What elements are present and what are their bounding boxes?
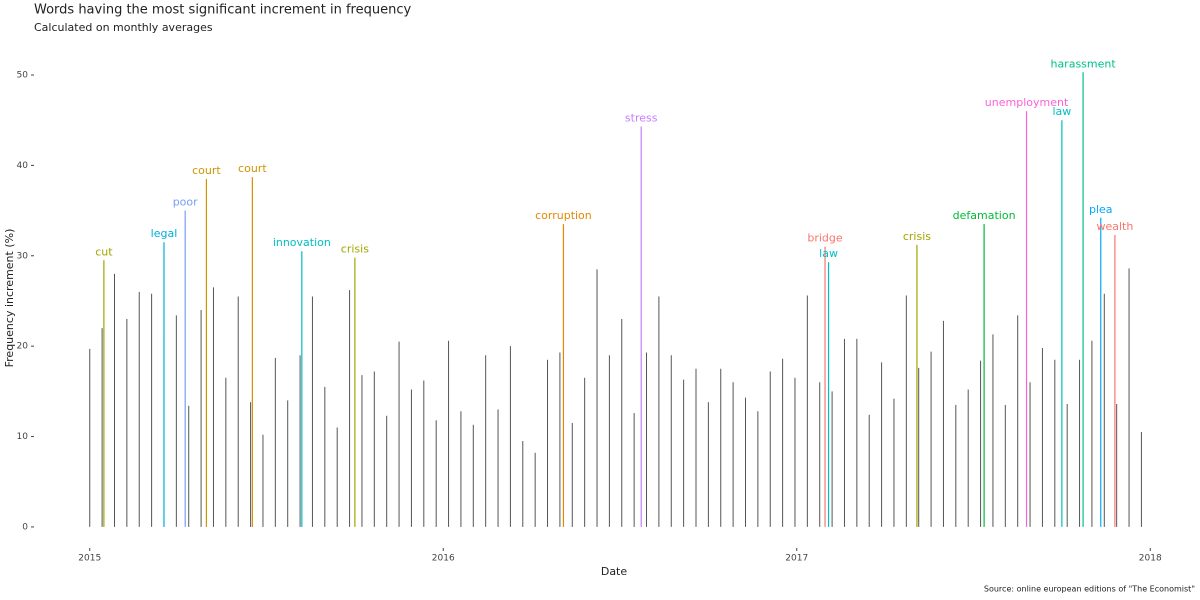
highlight-label: bridge — [807, 232, 843, 245]
highlight-label: unemployment — [985, 96, 1069, 109]
x-axis-label: Date — [601, 565, 628, 578]
y-tick-label: 40 — [17, 161, 29, 171]
y-tick-label: 50 — [17, 70, 29, 80]
x-tick-label: 2015 — [78, 554, 101, 564]
highlight-label: law — [819, 247, 838, 260]
highlight-label: legal — [151, 227, 178, 240]
highlight-label: court — [192, 164, 221, 177]
highlight-label: corruption — [535, 209, 592, 222]
x-tick-label: 2016 — [432, 554, 455, 564]
highlight-label: cut — [95, 245, 113, 258]
y-tick-label: 0 — [22, 522, 28, 532]
highlight-label: wealth — [1096, 220, 1133, 233]
highlight-label: defamation — [953, 209, 1016, 222]
highlight-label: crisis — [341, 243, 369, 256]
highlight-label: plea — [1089, 203, 1113, 216]
highlight-label: crisis — [903, 230, 931, 243]
x-tick-label: 2017 — [785, 554, 808, 564]
highlight-label: poor — [173, 196, 198, 209]
y-tick-label: 10 — [17, 432, 29, 442]
highlight-label: law — [1052, 105, 1071, 118]
y-axis-label: Frequency increment (%) — [3, 229, 16, 368]
highlight-label: harassment — [1050, 57, 1116, 70]
source-note: Source: online european editions of "The… — [984, 585, 1195, 594]
y-tick-label: 20 — [17, 342, 29, 352]
x-tick-label: 2018 — [1139, 554, 1162, 564]
highlight-label: court — [238, 162, 267, 175]
chart-title: Words having the most significant increm… — [34, 3, 411, 18]
chart-subtitle: Calculated on monthly averages — [34, 21, 213, 34]
highlight-label: innovation — [273, 236, 331, 249]
highlight-label: stress — [625, 112, 658, 125]
y-tick-label: 30 — [17, 251, 29, 261]
